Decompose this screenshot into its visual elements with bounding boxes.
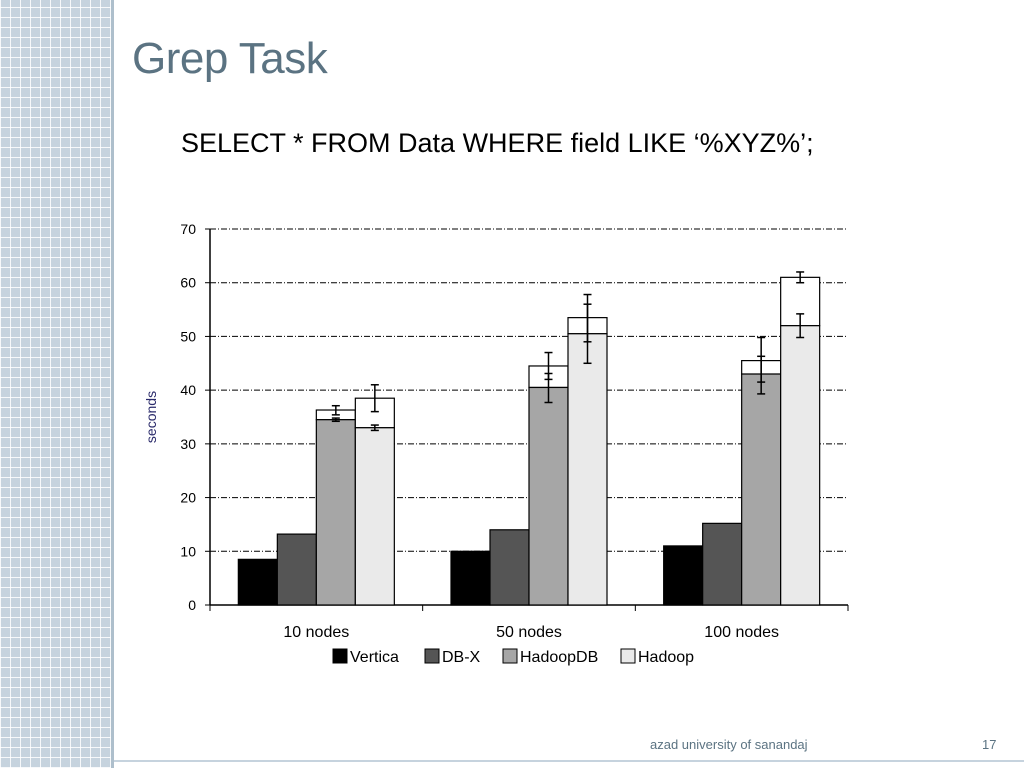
bar (780, 325, 821, 606)
bar (528, 386, 569, 606)
bar (567, 333, 608, 606)
legend-label: HadoopDB (520, 649, 598, 666)
x-tick-label: 50 nodes (496, 624, 562, 641)
y-tick-label: 20 (180, 490, 196, 506)
bar (702, 522, 743, 606)
legend-label: Hadoop (638, 649, 694, 666)
legend-label: DB-X (442, 649, 481, 666)
y-tick-label: 0 (188, 597, 196, 613)
page-number: 17 (982, 737, 997, 752)
x-tick-label: 100 nodes (704, 624, 779, 641)
legend-swatch (424, 648, 440, 664)
bar (237, 558, 278, 606)
legend-label: Vertica (350, 649, 399, 666)
bar (450, 550, 491, 606)
legend-swatch (620, 648, 636, 664)
sql-query-text: SELECT * FROM Data WHERE field LIKE ‘%XY… (181, 128, 814, 158)
x-tick-label: 10 nodes (283, 624, 349, 641)
y-tick-label: 10 (180, 543, 196, 559)
legend-swatch (332, 648, 348, 664)
bar (276, 533, 317, 606)
bar (354, 427, 395, 606)
bar (315, 419, 356, 606)
legend-swatch (502, 648, 518, 664)
y-tick-label: 70 (180, 221, 196, 237)
slide-title: Grep Task (132, 34, 328, 83)
y-axis-label: seconds (143, 391, 159, 443)
bar (489, 529, 530, 606)
sidebar-edge (111, 0, 114, 768)
bar (663, 545, 704, 606)
decorative-sidebar (0, 0, 114, 768)
bar-chart-svg: 0 10 20 30 40 50 60 70 seconds 10 nodes 50 nodes 10… (143, 221, 849, 666)
footer-institution: azad university of sanandaj (650, 737, 808, 752)
bar (741, 373, 782, 606)
bottom-rule (114, 760, 1024, 762)
grep-task-chart: 0 10 20 30 40 50 60 70 seconds 10 nodes 50 nodes 10… (120, 210, 880, 690)
y-tick-label: 60 (180, 275, 196, 291)
y-tick-label: 40 (180, 382, 196, 398)
y-tick-label: 50 (180, 328, 196, 344)
y-tick-label: 30 (180, 436, 196, 452)
